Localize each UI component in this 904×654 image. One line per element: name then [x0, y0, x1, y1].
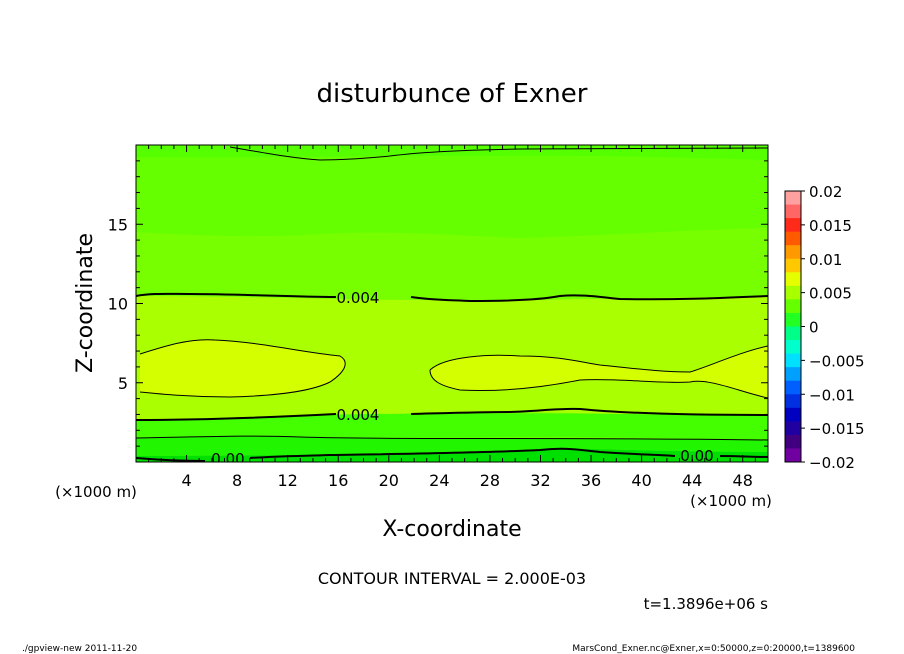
- colorbar-swatch: [785, 204, 801, 219]
- colorbar-tick-label: −0.015: [809, 420, 865, 438]
- colorbar-swatch: [785, 191, 801, 206]
- x-tick-label: 28: [480, 471, 500, 490]
- footer-right: MarsCond_Exner.nc@Exner,x=0:50000,z=0:20…: [572, 644, 855, 654]
- colorbar-tick-label: 0: [809, 319, 819, 337]
- y-axis-unit-label: (×1000 m): [55, 483, 137, 501]
- colorbar: [784, 190, 802, 463]
- contour-label: 0.00: [680, 447, 713, 465]
- colorbar-tick-label: 0.01: [809, 251, 842, 269]
- colorbar-swatch: [785, 340, 801, 355]
- colorbar-tick-label: 0.015: [809, 217, 852, 235]
- x-tick-label: 48: [733, 471, 753, 490]
- colorbar-swatch: [785, 272, 801, 287]
- contour-0.006-right: [429, 345, 768, 399]
- colorbar-swatch: [785, 394, 801, 409]
- contour-0.00-left: [136, 447, 768, 462]
- colorbar-tick-label: −0.01: [809, 386, 855, 404]
- time-text: t=1.3896e+06 s: [644, 595, 769, 613]
- y-axis-ticks: 5 10 15: [108, 160, 768, 447]
- band-0.00-to-0.002-lower: [136, 436, 768, 456]
- y-tick-label: 10: [108, 295, 128, 314]
- colorbar-swatch: [785, 326, 801, 341]
- x-tick-label: 16: [328, 471, 348, 490]
- plot-area: 0.004 0.004 0.00 0.00: [136, 145, 768, 468]
- x-axis-unit-label: (×1000 m): [690, 492, 772, 510]
- x-tick-label: 8: [232, 471, 242, 490]
- contour-0.006-left: [139, 339, 346, 398]
- y-tick-label: 5: [118, 374, 128, 393]
- band-above-0.008-right: [430, 346, 768, 398]
- contour-interval-text: CONTOUR INTERVAL = 2.000E-03: [318, 569, 586, 588]
- x-axis-ticks: 4 8 12 16 20 24 28 32 36 40 44 48: [148, 145, 756, 490]
- x-tick-label: 36: [581, 471, 601, 490]
- colorbar-tick-label: −0.02: [809, 454, 855, 472]
- x-axis-label: X-coordinate: [382, 517, 521, 542]
- footer-left: ./gpview-new 2011-11-20: [22, 644, 137, 654]
- colorbar-tick-labels: 0.02 0.015 0.01 0.005 0 −0.005 −0.01 −0.015 −0.0…: [801, 183, 865, 472]
- band-below-0.00: [136, 448, 768, 462]
- colorbar-swatch: [785, 258, 801, 273]
- contour-lines: [136, 146, 768, 462]
- x-tick-label: 40: [631, 471, 651, 490]
- colorbar-swatch: [785, 353, 801, 368]
- contour-label: 0.004: [337, 406, 380, 424]
- x-tick-label: 4: [181, 471, 191, 490]
- colorbar-swatch: [785, 299, 801, 314]
- colorbar-swatch: [785, 285, 801, 300]
- colorbar-swatch: [785, 380, 801, 395]
- y-axis-label: Z-coordinate: [73, 233, 98, 373]
- colorbar-tick-label: −0.005: [809, 352, 865, 370]
- x-tick-label: 24: [429, 471, 449, 490]
- contour-label: 0.004: [337, 289, 380, 307]
- colorbar-tick-label: 0.02: [809, 183, 842, 201]
- colorbar-swatch: [785, 421, 801, 436]
- y-tick-label: 15: [108, 215, 128, 234]
- x-tick-label: 32: [530, 471, 550, 490]
- colorbar-tick-label: 0.005: [809, 285, 852, 303]
- colorbar-swatch: [785, 312, 801, 327]
- colorbar-swatch: [785, 367, 801, 382]
- colorbar-swatch: [785, 434, 801, 449]
- colorbar-swatch: [785, 407, 801, 422]
- x-tick-label: 44: [682, 471, 702, 490]
- x-tick-label: 12: [278, 471, 298, 490]
- x-tick-label: 20: [379, 471, 399, 490]
- colorbar-swatch: [785, 218, 801, 233]
- contour-label: 0.00: [211, 450, 244, 468]
- band-0.002-to-0.004-lower: [136, 413, 768, 440]
- colorbar-swatch: [785, 231, 801, 246]
- contour-0.002-lower: [136, 435, 768, 441]
- band-above-0.008-left: [140, 339, 346, 397]
- contour-0.004-lower: [136, 407, 768, 421]
- contour-0.002-top: [229, 146, 768, 161]
- chart-title: disturbunce of Exner: [317, 79, 588, 109]
- contour-0.004-upper: [136, 292, 768, 303]
- colorbar-swatch: [785, 245, 801, 260]
- colorbar-swatch: [785, 448, 801, 463]
- band-0.004-to-0.006-upper: [136, 228, 768, 301]
